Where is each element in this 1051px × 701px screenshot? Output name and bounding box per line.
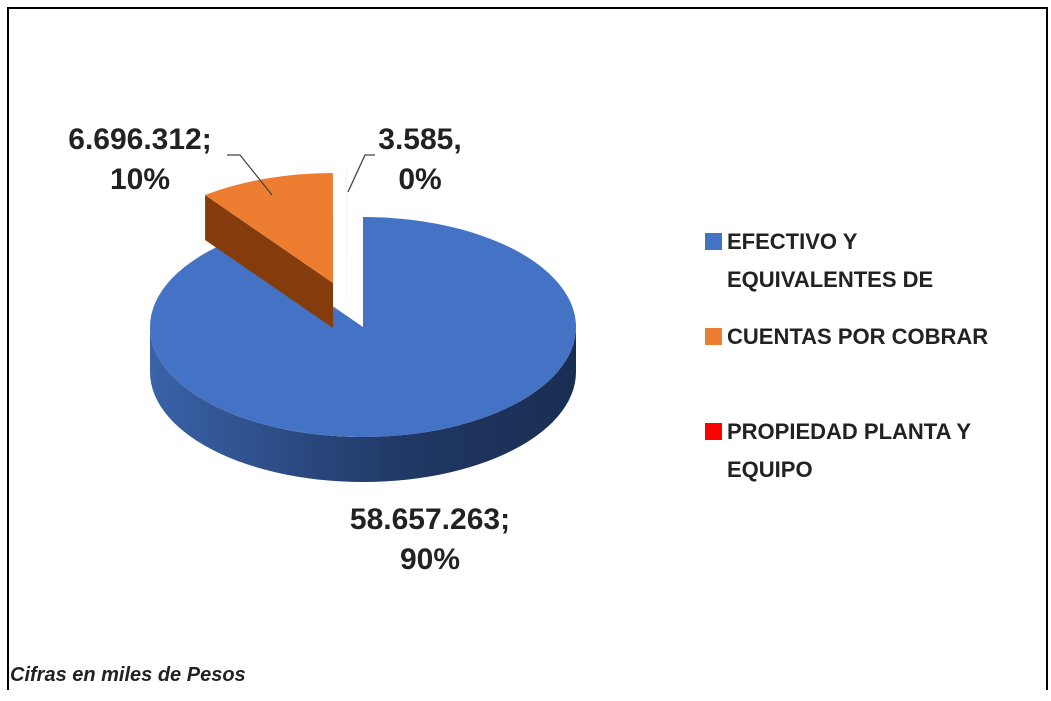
frame xyxy=(7,7,1048,690)
leader-line xyxy=(227,154,273,196)
data-label: 58.657.263; 90% xyxy=(349,503,511,576)
slice-side xyxy=(205,195,333,328)
slice-top xyxy=(150,217,577,437)
annotation: Cifras en miles de Pesos xyxy=(10,664,246,686)
data-label: 6.696.312; 10% xyxy=(68,123,212,196)
pie xyxy=(150,169,577,482)
legend-item: CUENTAS POR COBRAR xyxy=(705,318,1005,356)
legend-label: CUENTAS POR COBRAR xyxy=(727,324,989,349)
slice xyxy=(205,173,333,328)
slice-wall xyxy=(150,327,576,482)
legend-label: EFECTIVO Y EQUIVALENTES DE xyxy=(727,229,934,292)
slice-top xyxy=(205,173,333,283)
data-label: 3.585, 0% xyxy=(378,123,462,196)
legend-item: PROPIEDAD PLANTA Y EQUIPO xyxy=(705,413,1005,489)
legend-swatch xyxy=(705,233,722,250)
slice xyxy=(150,217,577,482)
leader-line xyxy=(347,154,375,193)
legend-item: EFECTIVO Y EQUIVALENTES DE xyxy=(705,223,1005,299)
legend-swatch xyxy=(705,423,722,440)
legend-swatch xyxy=(705,328,722,345)
leader-lines xyxy=(227,154,375,196)
legend-label: PROPIEDAD PLANTA Y EQUIPO xyxy=(727,419,971,482)
